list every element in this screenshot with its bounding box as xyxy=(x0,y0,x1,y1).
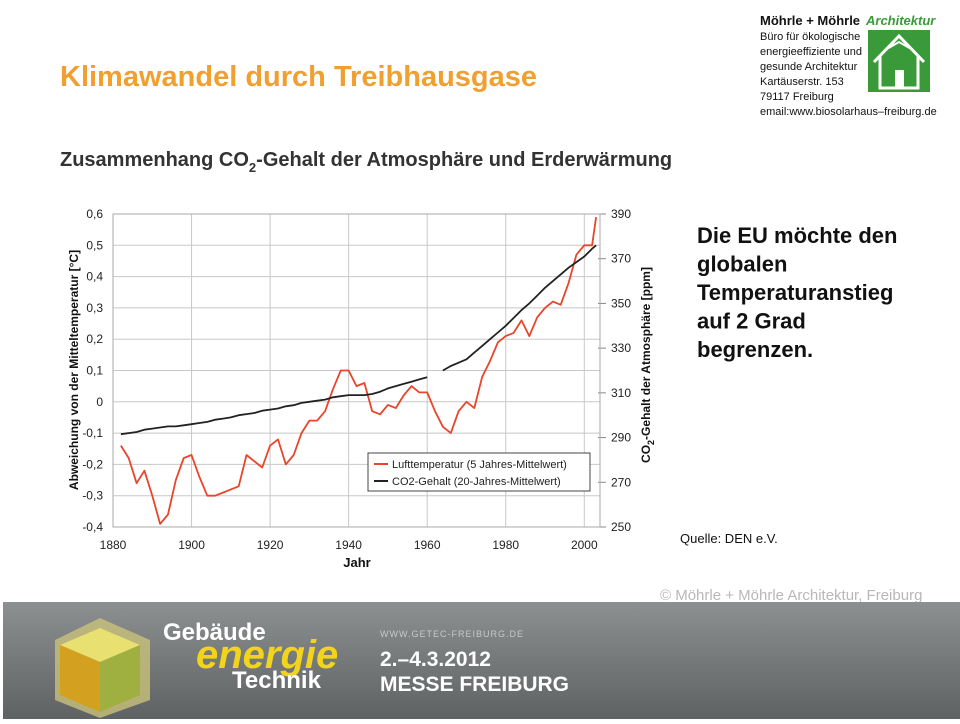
legend-label: CO2-Gehalt (20-Jahres-Mittelwert) xyxy=(392,476,561,488)
subtitle-sub: 2 xyxy=(249,160,256,175)
y-tick-label: -0,3 xyxy=(82,489,103,503)
y-tick-label: 0,6 xyxy=(86,207,103,221)
x-tick-label: 1900 xyxy=(178,538,205,552)
x-tick-label: 1980 xyxy=(492,538,519,552)
logo xyxy=(868,30,930,92)
y-tick-label: 0,3 xyxy=(86,301,103,315)
y-tick-label: -0,2 xyxy=(82,457,103,471)
company-line: email:www.biosolarhaus–freiburg.de xyxy=(760,106,937,118)
chart: -0,4 -0,3 -0,2 -0,1 0 0,1 0,2 0,3 0,4 0,5 0,6 1880 1… xyxy=(67,207,656,570)
y2-axis-label-text: -Gehalt der Atmosphäre [ppm] xyxy=(639,267,653,440)
legend: Lufttemperatur (5 Jahres-Mittelwert) CO2-… xyxy=(367,452,591,492)
copyright: © Möhrle + Möhrle Architektur, Freiburg xyxy=(660,587,922,604)
banner-word: Technik xyxy=(232,667,322,694)
y2-tick-label: 370 xyxy=(611,252,631,266)
y2-tick-label: 350 xyxy=(611,296,631,310)
x-tick-label: 1880 xyxy=(100,538,127,552)
plot-frame xyxy=(112,213,601,528)
y2-tick-label: 290 xyxy=(611,431,631,445)
company-name: Möhrle + Möhrle xyxy=(760,13,860,28)
banner: Gebäude energie Technik WWW.GETEC-FREIBU… xyxy=(3,602,960,719)
banner-word: Gebäude xyxy=(163,619,266,646)
x-axis-label: Jahr xyxy=(343,555,370,570)
banner-date: 2.–4.3.2012 xyxy=(380,648,491,671)
y-tick-label: 0,4 xyxy=(86,270,103,284)
x-tick-label: 2000 xyxy=(571,538,598,552)
y2-tick-label: 390 xyxy=(611,207,631,221)
banner-word: energie xyxy=(196,633,338,677)
y2-tick-label: 330 xyxy=(611,341,631,355)
subtitle-text: -Gehalt der Atmosphäre und Erderwärmung xyxy=(256,149,672,171)
subtitle-text: Zusammenhang CO xyxy=(60,149,249,171)
message-line: begrenzen. xyxy=(697,337,813,362)
legend-label: Lufttemperatur (5 Jahres-Mittelwert) xyxy=(392,459,567,471)
y-tick-label: 0,2 xyxy=(86,332,103,346)
banner-venue: MESSE FREIBURG xyxy=(380,673,569,696)
y2-tick-label: 270 xyxy=(611,475,631,489)
y-tick-label: 0 xyxy=(96,395,103,409)
series-line xyxy=(120,244,597,436)
company-tag: Architektur xyxy=(865,13,936,28)
company-line: gesunde Architektur xyxy=(760,61,858,73)
y-tick-label: 0,1 xyxy=(86,364,103,378)
y-tick-label: -0,4 xyxy=(82,520,103,534)
company-line: Büro für ökologische xyxy=(760,31,860,43)
message-line: Die EU möchte den xyxy=(697,223,897,248)
x-tick-label: 1920 xyxy=(257,538,284,552)
y2-axis-label: CO2-Gehalt der Atmosphäre [ppm] xyxy=(639,267,656,463)
company-line: 79117 Freiburg xyxy=(760,91,834,103)
slide-title: Klimawandel durch Treibhausgase xyxy=(60,61,537,93)
source: Quelle: DEN e.V. xyxy=(680,531,778,546)
message-line: auf 2 Grad xyxy=(697,309,806,334)
series-line xyxy=(120,216,597,525)
y2-axis-label-text: CO xyxy=(639,445,653,463)
company-address: Büro für ökologische energieeffiziente un… xyxy=(760,31,937,118)
y-tick-label: -0,1 xyxy=(82,426,103,440)
y2-axis-label-sub: 2 xyxy=(646,440,656,445)
company-line: Kartäuserstr. 153 xyxy=(760,76,844,88)
subtitle: Zusammenhang CO2-Gehalt der Atmosphäre u… xyxy=(60,149,672,175)
y-axis-label: Abweichung von der Mitteltemperatur [°C] xyxy=(67,250,81,490)
company-line: energieeffiziente und xyxy=(760,46,862,58)
y2-tick-label: 310 xyxy=(611,386,631,400)
y2-tick-label: 250 xyxy=(611,520,631,534)
message-line: globalen xyxy=(697,252,787,277)
x-tick-label: 1940 xyxy=(335,538,362,552)
legend-box xyxy=(367,452,591,492)
y-tick-label: 0,5 xyxy=(86,238,103,252)
x-tick-label: 1960 xyxy=(414,538,441,552)
banner-url: WWW.GETEC-FREIBURG.DE xyxy=(380,629,524,639)
message: Die EU möchte den globalen Temperaturansti… xyxy=(697,223,897,362)
message-line: Temperaturanstieg xyxy=(697,280,893,305)
